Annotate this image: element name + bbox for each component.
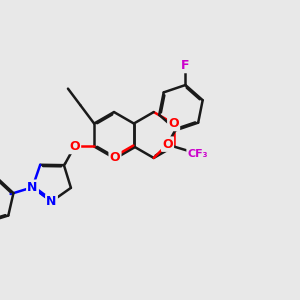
Text: N: N bbox=[27, 181, 38, 194]
Text: F: F bbox=[181, 59, 190, 72]
Text: CF₃: CF₃ bbox=[188, 149, 208, 160]
Text: N: N bbox=[46, 195, 57, 208]
Text: O: O bbox=[162, 138, 173, 151]
Text: O: O bbox=[69, 140, 80, 153]
Text: O: O bbox=[110, 151, 120, 164]
Text: O: O bbox=[168, 117, 179, 130]
